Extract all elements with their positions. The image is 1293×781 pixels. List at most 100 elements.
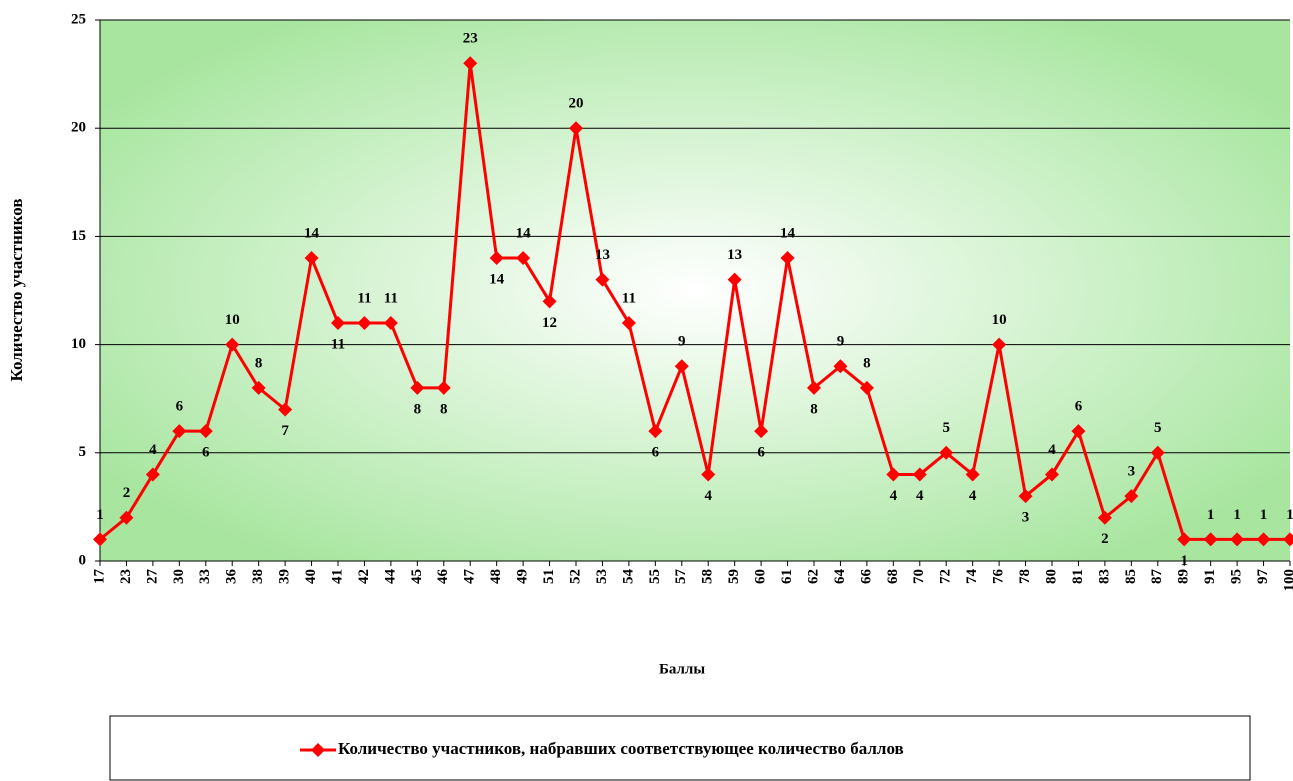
data-label: 8 [255, 355, 263, 371]
data-label: 2 [123, 485, 131, 501]
data-label: 4 [969, 488, 977, 504]
marker [1177, 532, 1192, 547]
data-label: 11 [384, 290, 398, 306]
data-label: 8 [810, 401, 818, 417]
data-label: 4 [1048, 442, 1056, 458]
marker [331, 315, 345, 330]
data-label: 20 [569, 96, 584, 112]
x-tick-label: 23 [118, 569, 134, 584]
data-label: 11 [331, 336, 345, 352]
x-tick-label: 91 [1202, 569, 1218, 584]
data-label: 6 [652, 445, 660, 461]
marker [410, 380, 425, 395]
marker [674, 359, 689, 374]
x-tick-label: 58 [700, 569, 716, 584]
data-label: 8 [863, 355, 871, 371]
x-tick-label: 97 [1255, 569, 1271, 585]
x-tick-label: 57 [673, 569, 689, 585]
x-tick-label: 76 [991, 569, 1007, 585]
marker [383, 315, 398, 330]
data-label: 4 [890, 488, 898, 504]
marker [569, 121, 583, 136]
marker [304, 251, 319, 266]
x-axis-title: Баллы [659, 661, 705, 677]
data-label: 6 [202, 445, 210, 461]
data-label: 4 [704, 488, 712, 504]
marker [833, 359, 848, 374]
legend-marker [311, 743, 325, 757]
data-label: 14 [489, 271, 505, 287]
x-tick-label: 39 [277, 569, 293, 584]
x-tick-label: 89 [1176, 569, 1192, 584]
x-tick-label: 46 [435, 569, 451, 585]
marker [1045, 467, 1059, 482]
data-label: 10 [225, 312, 240, 328]
y-tick-label: 15 [71, 228, 86, 244]
marker [912, 467, 927, 482]
marker [886, 467, 901, 482]
x-tick-label: 78 [1017, 569, 1033, 584]
x-tick-label: 95 [1229, 569, 1245, 584]
x-tick-label: 40 [303, 569, 319, 584]
y-tick-label: 0 [79, 552, 87, 568]
x-tick-label: 62 [805, 569, 821, 584]
marker [198, 424, 213, 439]
data-label: 6 [176, 399, 184, 415]
y-tick-label: 25 [71, 11, 86, 27]
marker [939, 445, 954, 460]
data-label: 6 [757, 445, 765, 461]
marker [436, 380, 451, 395]
data-label: 8 [440, 401, 448, 417]
marker [1283, 532, 1293, 547]
y-axis-title: Количество участников [7, 198, 26, 381]
x-tick-label: 36 [224, 569, 240, 585]
data-label: 14 [780, 225, 796, 241]
data-label: 12 [542, 315, 557, 331]
marker [1230, 532, 1245, 547]
x-tick-label: 85 [1123, 569, 1139, 584]
marker [225, 337, 240, 352]
data-label: 1 [1207, 507, 1215, 523]
x-tick-label: 72 [938, 569, 954, 584]
data-label: 7 [281, 423, 289, 439]
x-tick-label: 44 [382, 569, 398, 585]
marker [357, 315, 372, 330]
marker [1018, 489, 1033, 504]
data-label: 9 [837, 334, 845, 350]
marker [965, 467, 980, 482]
marker [727, 272, 742, 287]
data-label: 4 [916, 488, 924, 504]
x-tick-label: 27 [144, 569, 160, 585]
marker [859, 380, 874, 395]
data-label: 14 [516, 225, 532, 241]
x-tick-label: 87 [1149, 569, 1165, 585]
marker [807, 380, 821, 395]
marker [172, 424, 187, 439]
x-tick-label: 33 [197, 569, 213, 584]
data-label: 23 [463, 31, 478, 47]
x-tick-label: 80 [1043, 569, 1059, 584]
x-tick-label: 66 [858, 569, 874, 585]
data-label: 2 [1101, 531, 1109, 547]
data-label: 5 [942, 420, 950, 436]
x-tick-label: 68 [885, 569, 901, 584]
marker [145, 467, 160, 482]
marker [463, 56, 478, 71]
legend-box [109, 715, 1251, 781]
data-label: 1 [1233, 507, 1241, 523]
marker [1097, 510, 1112, 525]
marker [1124, 489, 1139, 504]
x-tick-label: 41 [329, 569, 345, 584]
x-tick-label: 52 [567, 569, 583, 584]
marker [648, 424, 663, 439]
x-tick-label: 53 [594, 569, 610, 584]
x-tick-label: 49 [515, 569, 531, 584]
x-tick-label: 38 [250, 569, 266, 584]
data-label: 6 [1075, 399, 1083, 415]
x-tick-label: 30 [171, 569, 187, 584]
data-label: 13 [727, 247, 742, 263]
data-label: 10 [992, 312, 1007, 328]
marker [119, 510, 134, 525]
data-label: 1 [1180, 553, 1188, 569]
